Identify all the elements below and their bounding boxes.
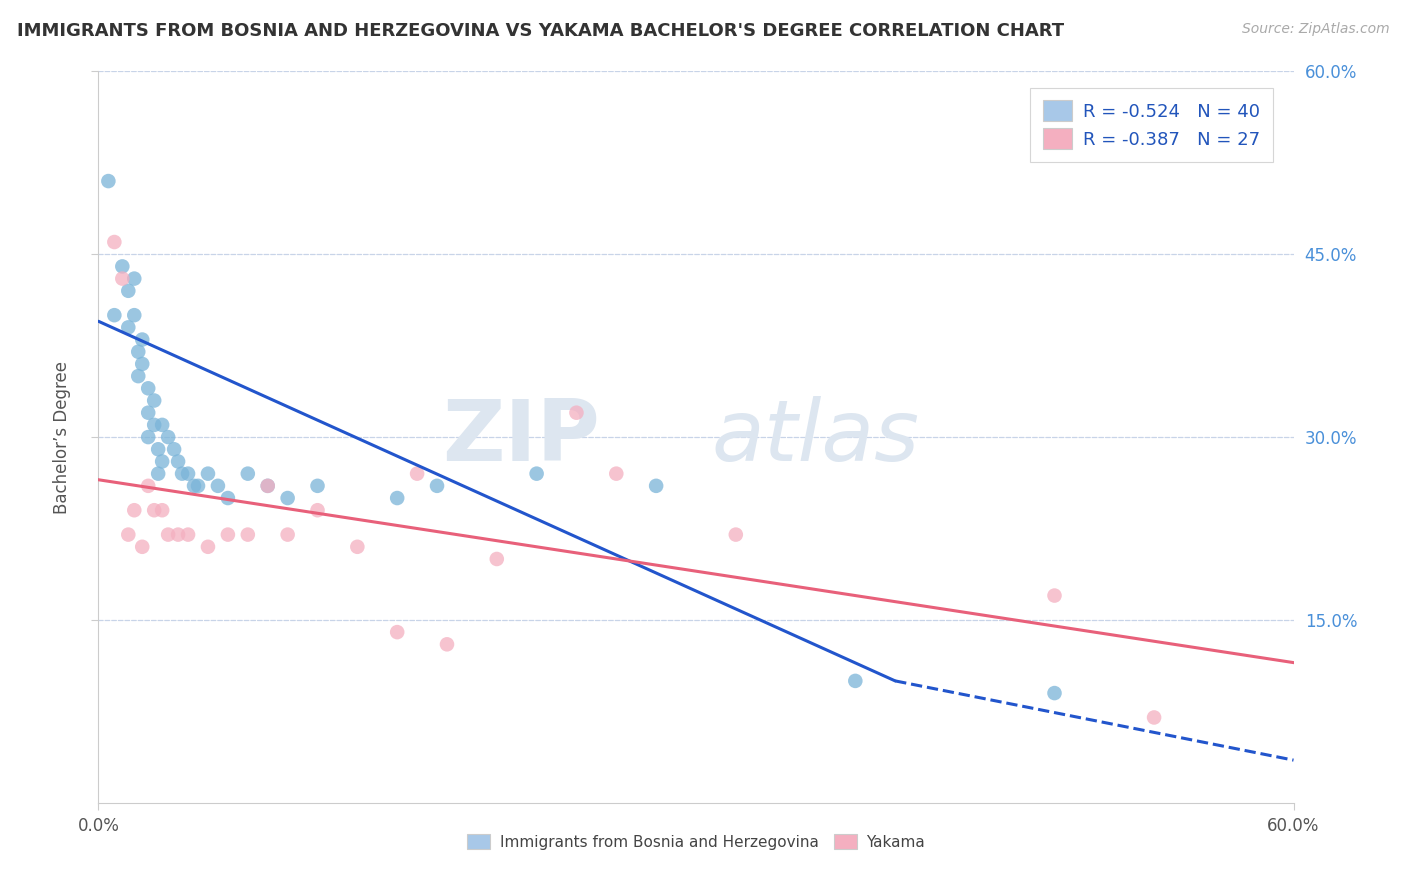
Point bbox=[124, 308, 146, 322]
Point bbox=[143, 503, 166, 517]
Point bbox=[150, 503, 173, 517]
Point bbox=[124, 503, 146, 517]
Text: Source: ZipAtlas.com: Source: ZipAtlas.com bbox=[1241, 22, 1389, 37]
Point bbox=[157, 527, 180, 541]
Point bbox=[307, 479, 329, 493]
Point bbox=[197, 467, 219, 481]
Point bbox=[256, 479, 278, 493]
Point bbox=[131, 540, 153, 554]
Point bbox=[1143, 710, 1166, 724]
Legend: Immigrants from Bosnia and Herzegovina, Yakama: Immigrants from Bosnia and Herzegovina, … bbox=[460, 826, 932, 857]
Point bbox=[103, 308, 125, 322]
Point bbox=[217, 527, 239, 541]
Point bbox=[97, 174, 120, 188]
Point bbox=[127, 369, 149, 384]
Point bbox=[565, 406, 588, 420]
Point bbox=[148, 442, 170, 457]
Y-axis label: Bachelor’s Degree: Bachelor’s Degree bbox=[52, 360, 70, 514]
Point bbox=[346, 540, 368, 554]
Point bbox=[124, 271, 146, 285]
Point bbox=[256, 479, 278, 493]
Text: atlas: atlas bbox=[711, 395, 920, 479]
Point bbox=[277, 527, 299, 541]
Point bbox=[150, 417, 173, 432]
Point bbox=[183, 479, 205, 493]
Point bbox=[187, 479, 209, 493]
Point bbox=[143, 417, 166, 432]
Point bbox=[236, 467, 259, 481]
Point bbox=[143, 393, 166, 408]
Point bbox=[136, 479, 159, 493]
Point bbox=[117, 527, 139, 541]
Point bbox=[436, 637, 458, 651]
Point bbox=[131, 333, 153, 347]
Point bbox=[645, 479, 668, 493]
Point bbox=[172, 467, 194, 481]
Point bbox=[103, 235, 125, 249]
Point bbox=[148, 467, 170, 481]
Point bbox=[236, 527, 259, 541]
Point bbox=[605, 467, 627, 481]
Point bbox=[485, 552, 508, 566]
Point bbox=[163, 442, 186, 457]
Point bbox=[157, 430, 180, 444]
Point bbox=[307, 503, 329, 517]
Point bbox=[217, 491, 239, 505]
Point bbox=[111, 260, 134, 274]
Point bbox=[111, 271, 134, 285]
Point bbox=[426, 479, 449, 493]
Point bbox=[177, 467, 200, 481]
Point bbox=[127, 344, 149, 359]
Point bbox=[406, 467, 429, 481]
Point bbox=[136, 381, 159, 395]
Point bbox=[724, 527, 747, 541]
Point bbox=[117, 284, 139, 298]
Point bbox=[277, 491, 299, 505]
Text: IMMIGRANTS FROM BOSNIA AND HERZEGOVINA VS YAKAMA BACHELOR'S DEGREE CORRELATION C: IMMIGRANTS FROM BOSNIA AND HERZEGOVINA V… bbox=[17, 22, 1064, 40]
Point bbox=[207, 479, 229, 493]
Point bbox=[385, 625, 409, 640]
Point bbox=[177, 527, 200, 541]
Point bbox=[167, 454, 190, 468]
Point bbox=[131, 357, 153, 371]
Point bbox=[136, 406, 159, 420]
Point bbox=[844, 673, 866, 688]
Text: ZIP: ZIP bbox=[443, 395, 600, 479]
Point bbox=[197, 540, 219, 554]
Point bbox=[385, 491, 409, 505]
Point bbox=[1043, 686, 1066, 700]
Point bbox=[526, 467, 548, 481]
Point bbox=[150, 454, 173, 468]
Point bbox=[136, 430, 159, 444]
Point bbox=[1043, 589, 1066, 603]
Point bbox=[167, 527, 190, 541]
Point bbox=[117, 320, 139, 334]
